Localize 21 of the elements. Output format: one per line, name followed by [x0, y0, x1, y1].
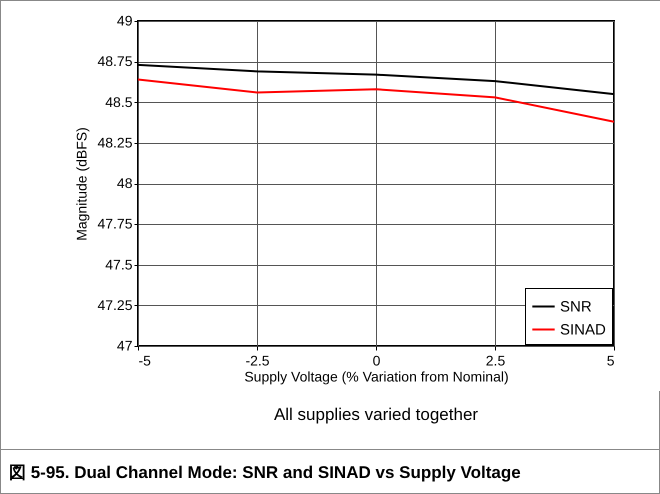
x-tick-label: -2.5 — [245, 352, 270, 368]
text: 図 5-95. Dual Channel Mode: SNR and SINAD vs Supply Voltage — [9, 462, 521, 484]
legend-label: SNR — [560, 298, 592, 316]
y-tick-label: 48.5 — [105, 94, 133, 110]
y-tick-label: 49 — [116, 12, 133, 28]
y-tick-label: 48 — [116, 175, 133, 191]
x-tick-label: -5 — [138, 352, 152, 368]
y-tick-label: 47.5 — [105, 256, 133, 272]
line-series — [137, 78, 615, 123]
x-axis-title: Supply Voltage (% Variation from Nominal) — [244, 368, 509, 384]
text: All supplies varied together — [272, 405, 480, 425]
legend-label: SINAD — [560, 322, 606, 338]
y-tick-label: 47.25 — [97, 296, 133, 313]
x-tick-label: 0 — [372, 352, 381, 368]
x-tick-label: 2.5 — [486, 352, 506, 368]
y-axis-title: Magnitude (dBFS) — [73, 127, 90, 241]
y-tick-label: 47.75 — [97, 216, 133, 232]
x-tick-label: 5 — [606, 352, 615, 368]
y-tick-label: 48.75 — [97, 53, 133, 70]
y-tick-label: 48.25 — [97, 134, 133, 150]
y-tick-label: 47 — [116, 338, 133, 354]
